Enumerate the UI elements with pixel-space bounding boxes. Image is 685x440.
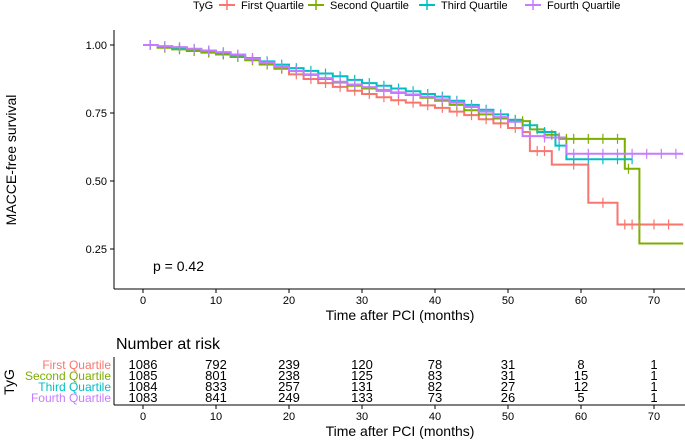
risk-cell: 1085 [129, 368, 158, 383]
risk-cell: 239 [278, 357, 300, 372]
legend-label-second-quartile: Second Quartile [330, 0, 409, 12]
risk-x-tick-label: 40 [429, 411, 441, 423]
y-tick-label: 0.75 [86, 108, 107, 120]
risk-x-tick-label: 70 [648, 411, 660, 423]
x-axis-title: Time after PCI (months) [326, 307, 475, 323]
risk-cell: 238 [278, 368, 300, 383]
risk-cell: 801 [205, 368, 227, 383]
risk-x-tick-label: 10 [210, 411, 222, 423]
censor-marks [149, 40, 677, 230]
risk-cell: 1084 [129, 379, 158, 394]
survival-plot-axes [113, 30, 685, 290]
risk-cell: 125 [351, 368, 373, 383]
risk-cell: 120 [351, 357, 373, 372]
risk-cell: 83 [428, 368, 442, 383]
risk-cell: 1 [650, 357, 657, 372]
risk-cell: 5 [577, 390, 584, 405]
p-value-annotation: p = 0.42 [153, 258, 204, 274]
risk-cell: 82 [428, 379, 442, 394]
legend-entry-fourth-quartile: Fourth Quartile [525, 0, 620, 12]
legend-label-third-quartile: Third Quartile [441, 0, 508, 12]
legend: TyG First Quartile Second Quartile Third Q… [193, 0, 620, 12]
risk-cell: 1083 [129, 390, 158, 405]
risk-cell: 27 [501, 379, 515, 394]
risk-table-axes [113, 357, 685, 406]
risk-cell: 15 [574, 368, 588, 383]
legend-label-fourth-quartile: Fourth Quartile [547, 0, 620, 12]
axis-ticks: 0 10 20 30 40 50 60 70 0.25 0.50 0.75 1.00 [86, 40, 661, 307]
risk-cell: 26 [501, 390, 515, 405]
risk-cell: 249 [278, 390, 300, 405]
curve-fourth-quartile [143, 44, 684, 155]
y-axis-title: MACCE-free survival [3, 95, 19, 226]
risk-cell: 31 [501, 368, 515, 383]
x-tick-label: 60 [575, 295, 587, 307]
curve-first-quartile [143, 44, 684, 226]
risk-cell: 31 [501, 357, 515, 372]
risk-x-axis-title: Time after PCI (months) [326, 423, 475, 439]
risk-cell: 133 [351, 390, 373, 405]
x-tick-label: 10 [210, 295, 222, 307]
risk-table-title: Number at risk [116, 336, 221, 353]
x-tick-label: 70 [648, 295, 660, 307]
legend-entry-second-quartile: Second Quartile [308, 0, 409, 12]
risk-table-y-title: TyG [1, 369, 17, 395]
risk-cell: 1 [650, 368, 657, 383]
risk-cell: 8 [577, 357, 584, 372]
risk-cell: 833 [205, 379, 227, 394]
risk-cell: 78 [428, 357, 442, 372]
risk-cell: 73 [428, 390, 442, 405]
risk-cell: 12 [574, 379, 588, 394]
risk-row-label-first-quartile: First Quartile [42, 358, 111, 372]
legend-title: TyG [193, 0, 213, 12]
risk-cell: 792 [205, 357, 227, 372]
risk-row-label-third-quartile: Third Quartile [38, 380, 111, 394]
risk-cell: 131 [351, 379, 373, 394]
x-tick-label: 40 [429, 295, 441, 307]
risk-table-ticks: 0 10 20 30 40 50 60 70 [140, 405, 660, 423]
risk-x-tick-label: 20 [283, 411, 295, 423]
risk-cell: 1 [650, 379, 657, 394]
risk-cell: 257 [278, 379, 300, 394]
y-tick-label: 1.00 [86, 40, 107, 52]
risk-row-label-fourth-quartile: Fourth Quartile [31, 391, 111, 405]
x-tick-label: 50 [502, 295, 514, 307]
risk-x-tick-label: 0 [140, 411, 146, 423]
x-tick-label: 20 [283, 295, 295, 307]
legend-entry-first-quartile: First Quartile [219, 0, 304, 12]
risk-x-tick-label: 30 [356, 411, 368, 423]
x-tick-label: 30 [356, 295, 368, 307]
risk-cell: 1 [650, 390, 657, 405]
risk-x-tick-label: 50 [502, 411, 514, 423]
curve-second-quartile [143, 44, 684, 245]
x-tick-label: 0 [140, 295, 146, 307]
legend-label-first-quartile: First Quartile [241, 0, 304, 12]
risk-cell: 1086 [129, 357, 158, 372]
risk-row-label-second-quartile: Second Quartile [25, 369, 111, 383]
y-tick-label: 0.25 [86, 244, 107, 256]
risk-cell: 841 [205, 390, 227, 405]
legend-entry-third-quartile: Third Quartile [419, 0, 508, 12]
risk-x-tick-label: 60 [575, 411, 587, 423]
survival-curves [143, 44, 684, 245]
y-tick-label: 0.50 [86, 176, 107, 188]
